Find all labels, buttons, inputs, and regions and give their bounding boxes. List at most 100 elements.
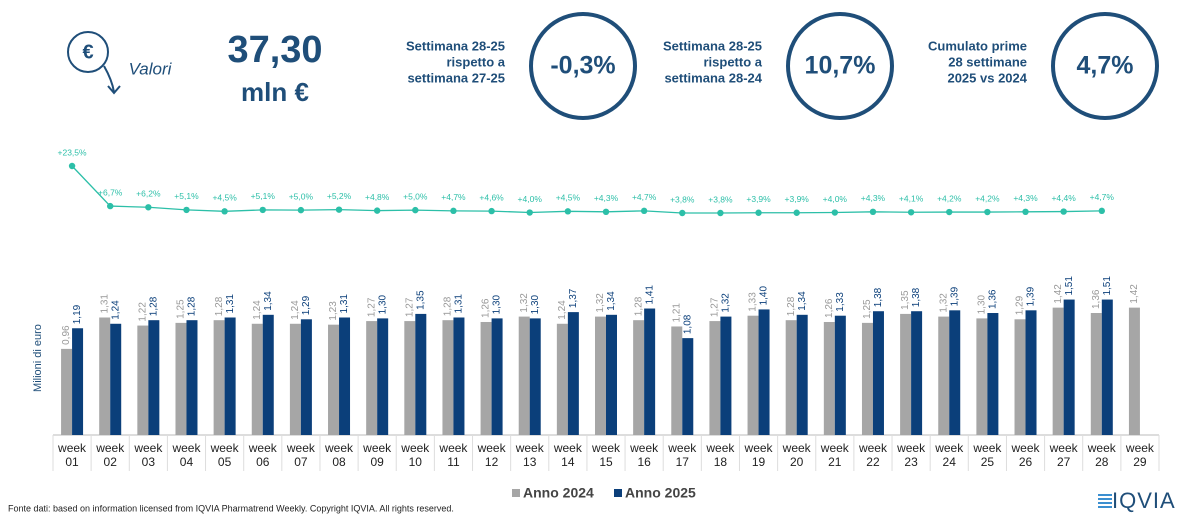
kpi-label: 28 settimane bbox=[948, 54, 1027, 69]
value-label: 1,33 bbox=[835, 292, 846, 312]
bar bbox=[796, 314, 808, 435]
x-tick-label: week 14 bbox=[553, 441, 582, 469]
kpi-value: 4,7% bbox=[1077, 52, 1134, 80]
x-tick-label: week 13 bbox=[515, 441, 544, 469]
value-label: 1,30 bbox=[492, 294, 503, 314]
growth-point bbox=[564, 208, 572, 215]
x-tick-label: week 15 bbox=[591, 441, 620, 469]
growth-label: +3,8% bbox=[708, 194, 733, 204]
value-label: 1,27 bbox=[366, 297, 377, 317]
growth-point bbox=[488, 207, 495, 215]
kpi-label: settimana 28-24 bbox=[664, 70, 762, 85]
growth-point bbox=[907, 209, 915, 216]
value-label: 1,28 bbox=[443, 296, 454, 316]
y-axis-label: Milioni di euro bbox=[32, 324, 44, 392]
x-tick-label: week 28 bbox=[1087, 441, 1116, 469]
value-label: 1,31 bbox=[454, 294, 465, 314]
growth-point bbox=[755, 209, 762, 216]
bar bbox=[1063, 299, 1075, 435]
bar bbox=[1101, 299, 1113, 435]
growth-point bbox=[526, 209, 533, 216]
growth-label: +6,2% bbox=[136, 189, 161, 199]
value-label: 1,28 bbox=[633, 296, 644, 316]
total-value: 37,30 bbox=[227, 29, 322, 71]
growth-point bbox=[602, 208, 610, 216]
growth-label: +5,0% bbox=[289, 191, 314, 201]
bar bbox=[529, 318, 541, 435]
x-tick-label: week 25 bbox=[973, 441, 1002, 469]
x-tick-label: week 05 bbox=[210, 441, 239, 469]
total-unit: mln € bbox=[241, 77, 309, 107]
bar bbox=[595, 316, 606, 435]
growth-label: +4,7% bbox=[1090, 192, 1115, 202]
icon-symbol: € bbox=[82, 41, 93, 63]
x-tick-label: week 21 bbox=[820, 441, 849, 469]
bar bbox=[949, 310, 961, 435]
bar bbox=[377, 318, 389, 435]
growth-label: +4,7% bbox=[632, 192, 657, 202]
growth-point bbox=[1060, 208, 1067, 215]
value-label: 1,32 bbox=[519, 293, 530, 313]
x-tick-label: week 29 bbox=[1125, 441, 1154, 469]
value-label: 1,25 bbox=[176, 299, 187, 319]
value-label: 1,42 bbox=[1053, 284, 1064, 304]
value-label: 1,42 bbox=[1129, 284, 1140, 304]
growth-point bbox=[145, 204, 152, 211]
growth-label: +3,8% bbox=[670, 194, 695, 204]
growth-label: +4,2% bbox=[975, 193, 1000, 203]
growth-point bbox=[373, 207, 381, 214]
kpi-label: Settimana 28-25 bbox=[663, 38, 762, 53]
growth-label: +5,2% bbox=[327, 191, 352, 201]
x-tick-label: week 04 bbox=[172, 441, 201, 469]
x-tick-label: week 19 bbox=[744, 441, 773, 469]
bar bbox=[262, 314, 274, 435]
kpi-circle bbox=[1051, 12, 1159, 120]
x-tick-label: week 10 bbox=[401, 441, 430, 469]
value-label: 1,34 bbox=[797, 291, 808, 311]
value-label: 0,96 bbox=[61, 325, 72, 345]
bar bbox=[606, 314, 617, 435]
growth-point bbox=[221, 208, 228, 215]
value-label: 1,24 bbox=[110, 300, 121, 320]
icon-circle bbox=[67, 31, 109, 73]
bar bbox=[987, 313, 999, 435]
growth-point bbox=[679, 209, 686, 217]
growth-point bbox=[869, 208, 877, 216]
legend-swatch bbox=[614, 489, 622, 497]
growth-label: +3,9% bbox=[746, 194, 771, 204]
value-label: 1,27 bbox=[404, 297, 415, 317]
value-label: 1,24 bbox=[557, 300, 568, 320]
growth-point bbox=[297, 206, 305, 214]
x-tick-label: week 23 bbox=[897, 441, 926, 469]
value-label: 1,32 bbox=[595, 293, 606, 313]
growth-point bbox=[1098, 207, 1105, 215]
bar bbox=[1128, 307, 1140, 435]
bar bbox=[213, 320, 225, 435]
value-label: 1,36 bbox=[988, 289, 999, 309]
value-label: 1,35 bbox=[415, 290, 426, 310]
growth-point bbox=[335, 206, 343, 213]
value-label: 1,40 bbox=[759, 286, 770, 306]
growth-label: +5,0% bbox=[403, 191, 428, 201]
value-label: 1,28 bbox=[786, 296, 797, 316]
kpi-label: 2025 vs 2024 bbox=[947, 70, 1027, 85]
x-tick-label: week 26 bbox=[1011, 441, 1040, 469]
kpi-label: Settimana 28-25 bbox=[406, 38, 505, 53]
value-label: 1,31 bbox=[225, 294, 236, 314]
bar bbox=[72, 328, 84, 435]
bar bbox=[911, 311, 923, 435]
bar bbox=[567, 312, 579, 435]
value-label: 1,30 bbox=[977, 294, 988, 314]
growth-point bbox=[946, 208, 953, 216]
bar bbox=[785, 320, 797, 435]
value-label: 1,19 bbox=[72, 304, 83, 324]
value-label: 1,32 bbox=[938, 293, 949, 313]
value-label: 1,33 bbox=[748, 292, 759, 312]
bar bbox=[148, 320, 160, 435]
x-tick-label: week 16 bbox=[630, 441, 659, 469]
value-label: 1,23 bbox=[328, 301, 339, 321]
bar bbox=[644, 308, 656, 435]
bar bbox=[518, 316, 530, 435]
bar bbox=[556, 323, 568, 435]
